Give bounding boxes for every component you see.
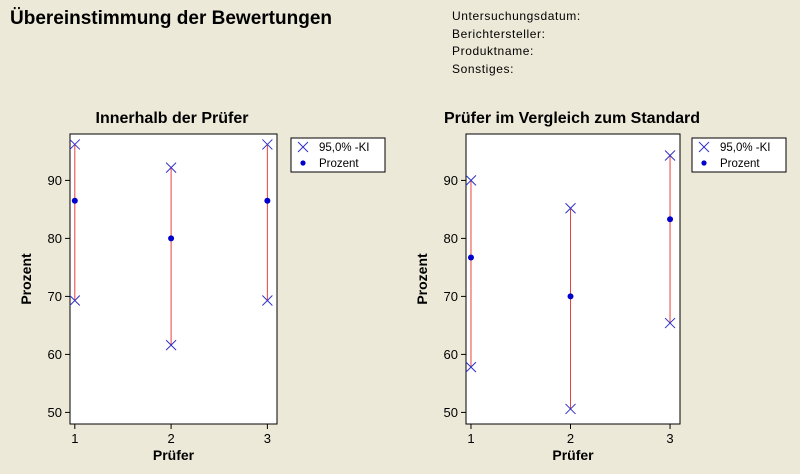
meta-misc: Sonstiges:	[452, 61, 515, 76]
chart-2: Prüfer im Vergleich zum Standard 50 60 70 80…	[414, 110, 787, 463]
ci-upper-marker	[262, 139, 273, 150]
y-tick-label: 90	[444, 173, 458, 188]
meta-author: Berichtersteller:	[452, 26, 546, 41]
ci-lower-marker	[664, 317, 676, 329]
x-axis-label: Prüfer	[153, 447, 195, 463]
ci-upper-marker	[664, 150, 676, 161]
ci-lower-marker	[165, 339, 177, 351]
ci-upper-marker	[165, 162, 177, 173]
x-tick-label: 1	[71, 431, 78, 446]
meta-product: Produktname:	[452, 44, 534, 58]
x-tick-label: 3	[666, 431, 673, 446]
legend-ci-marker	[297, 141, 309, 153]
percent-point	[168, 235, 175, 242]
meta-date: Untersuchungsdatum:	[452, 9, 581, 23]
x-tick-label: 1	[467, 431, 474, 446]
ci-lower-marker	[565, 403, 576, 415]
legend-percent-label: Prozent	[319, 158, 359, 170]
report-meta: Untersuchungsdatum: Berichtersteller: Pr…	[452, 8, 581, 78]
legend-percent-marker	[701, 160, 707, 166]
y-tick-label: 50	[444, 405, 458, 420]
chart-title: Innerhalb der Prüfer	[96, 110, 249, 127]
percent-point	[264, 197, 271, 204]
percent-point	[667, 216, 674, 223]
plot-area	[465, 133, 681, 425]
y-axis-label: Prozent	[414, 253, 430, 305]
y-tick-label: 80	[444, 231, 458, 246]
page-title: Übereinstimmung der Bewertungen	[10, 8, 332, 29]
legend: 95,0% -KI Prozent	[691, 137, 787, 173]
x-tick-label: 3	[264, 431, 271, 446]
y-tick-label: 80	[48, 231, 62, 246]
y-tick-label: 90	[48, 173, 62, 188]
ci-upper-marker	[465, 175, 477, 186]
x-tick-label: 2	[167, 431, 174, 446]
y-tick-label: 70	[444, 289, 458, 304]
ci-upper-marker	[69, 139, 81, 150]
ci-lower-marker	[465, 361, 477, 373]
ci-lower-marker	[69, 295, 81, 306]
legend-percent-label: Prozent	[720, 158, 760, 170]
ci-lower-marker	[262, 295, 273, 306]
legend-ci-label: 95,0% -KI	[720, 142, 771, 154]
percent-point	[567, 293, 574, 300]
plot-area	[69, 133, 278, 425]
x-tick-label: 2	[567, 431, 574, 446]
y-tick-label: 60	[48, 347, 62, 362]
y-tick-label: 60	[444, 347, 458, 362]
y-tick-label: 50	[48, 405, 62, 420]
y-axis-label: Prozent	[18, 253, 34, 305]
chart-title: Prüfer im Vergleich zum Standard	[444, 110, 700, 127]
y-tick-label: 70	[48, 289, 62, 304]
percent-point	[467, 254, 474, 261]
ci-upper-marker	[565, 202, 576, 214]
legend: 95,0% -KI Prozent	[290, 137, 386, 173]
legend-ci-label: 95,0% -KI	[319, 142, 370, 154]
x-axis-label: Prüfer	[552, 447, 594, 463]
percent-point	[71, 197, 78, 204]
chart-1: Innerhalb der Prüfer 50 60 70 80 90 1 2 3 Prüfer P…	[18, 110, 386, 463]
legend-percent-marker	[300, 160, 306, 166]
legend-ci-marker	[698, 141, 710, 153]
